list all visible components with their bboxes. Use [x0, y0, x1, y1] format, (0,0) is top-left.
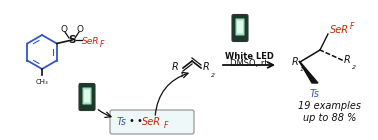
Text: CH₃: CH₃ [36, 79, 48, 85]
Text: Ts: Ts [117, 117, 127, 127]
FancyBboxPatch shape [232, 15, 248, 41]
Text: F: F [100, 39, 104, 48]
Text: O: O [60, 24, 68, 33]
FancyBboxPatch shape [82, 88, 91, 104]
Text: 2: 2 [211, 73, 215, 78]
Text: SeR: SeR [330, 25, 349, 35]
Polygon shape [299, 61, 318, 83]
FancyBboxPatch shape [110, 110, 194, 134]
Text: F: F [164, 121, 168, 130]
Text: Ts: Ts [310, 89, 320, 99]
Text: SeR: SeR [82, 37, 99, 46]
Text: R: R [203, 62, 210, 72]
Text: 1: 1 [300, 67, 304, 72]
Text: White LED: White LED [225, 52, 273, 60]
Text: 2: 2 [352, 65, 356, 70]
Text: O: O [76, 24, 84, 33]
Text: R: R [344, 55, 351, 65]
Text: up to 88 %: up to 88 % [303, 113, 357, 123]
Text: •: • [129, 116, 135, 126]
FancyBboxPatch shape [237, 20, 243, 33]
Text: 1: 1 [180, 73, 184, 78]
Text: 19 examples: 19 examples [299, 101, 361, 111]
FancyBboxPatch shape [79, 83, 95, 110]
Text: R: R [291, 57, 298, 67]
Text: DMSO, rt: DMSO, rt [230, 59, 268, 67]
FancyBboxPatch shape [235, 18, 245, 36]
FancyBboxPatch shape [84, 89, 90, 102]
Text: S: S [68, 35, 76, 45]
Text: R: R [171, 62, 178, 72]
Text: SeR: SeR [142, 117, 161, 127]
Text: •: • [136, 116, 142, 126]
Text: F: F [350, 22, 355, 31]
